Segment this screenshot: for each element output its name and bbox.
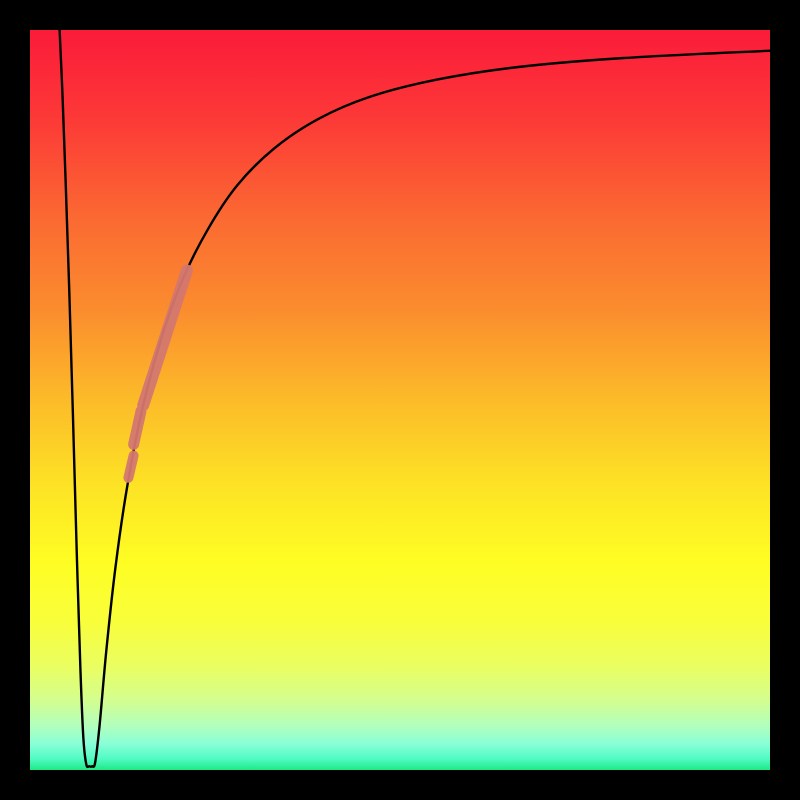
plot-area bbox=[30, 30, 770, 770]
chart-svg bbox=[30, 30, 770, 770]
chart-frame: TheBottleneck.com bbox=[0, 0, 800, 800]
